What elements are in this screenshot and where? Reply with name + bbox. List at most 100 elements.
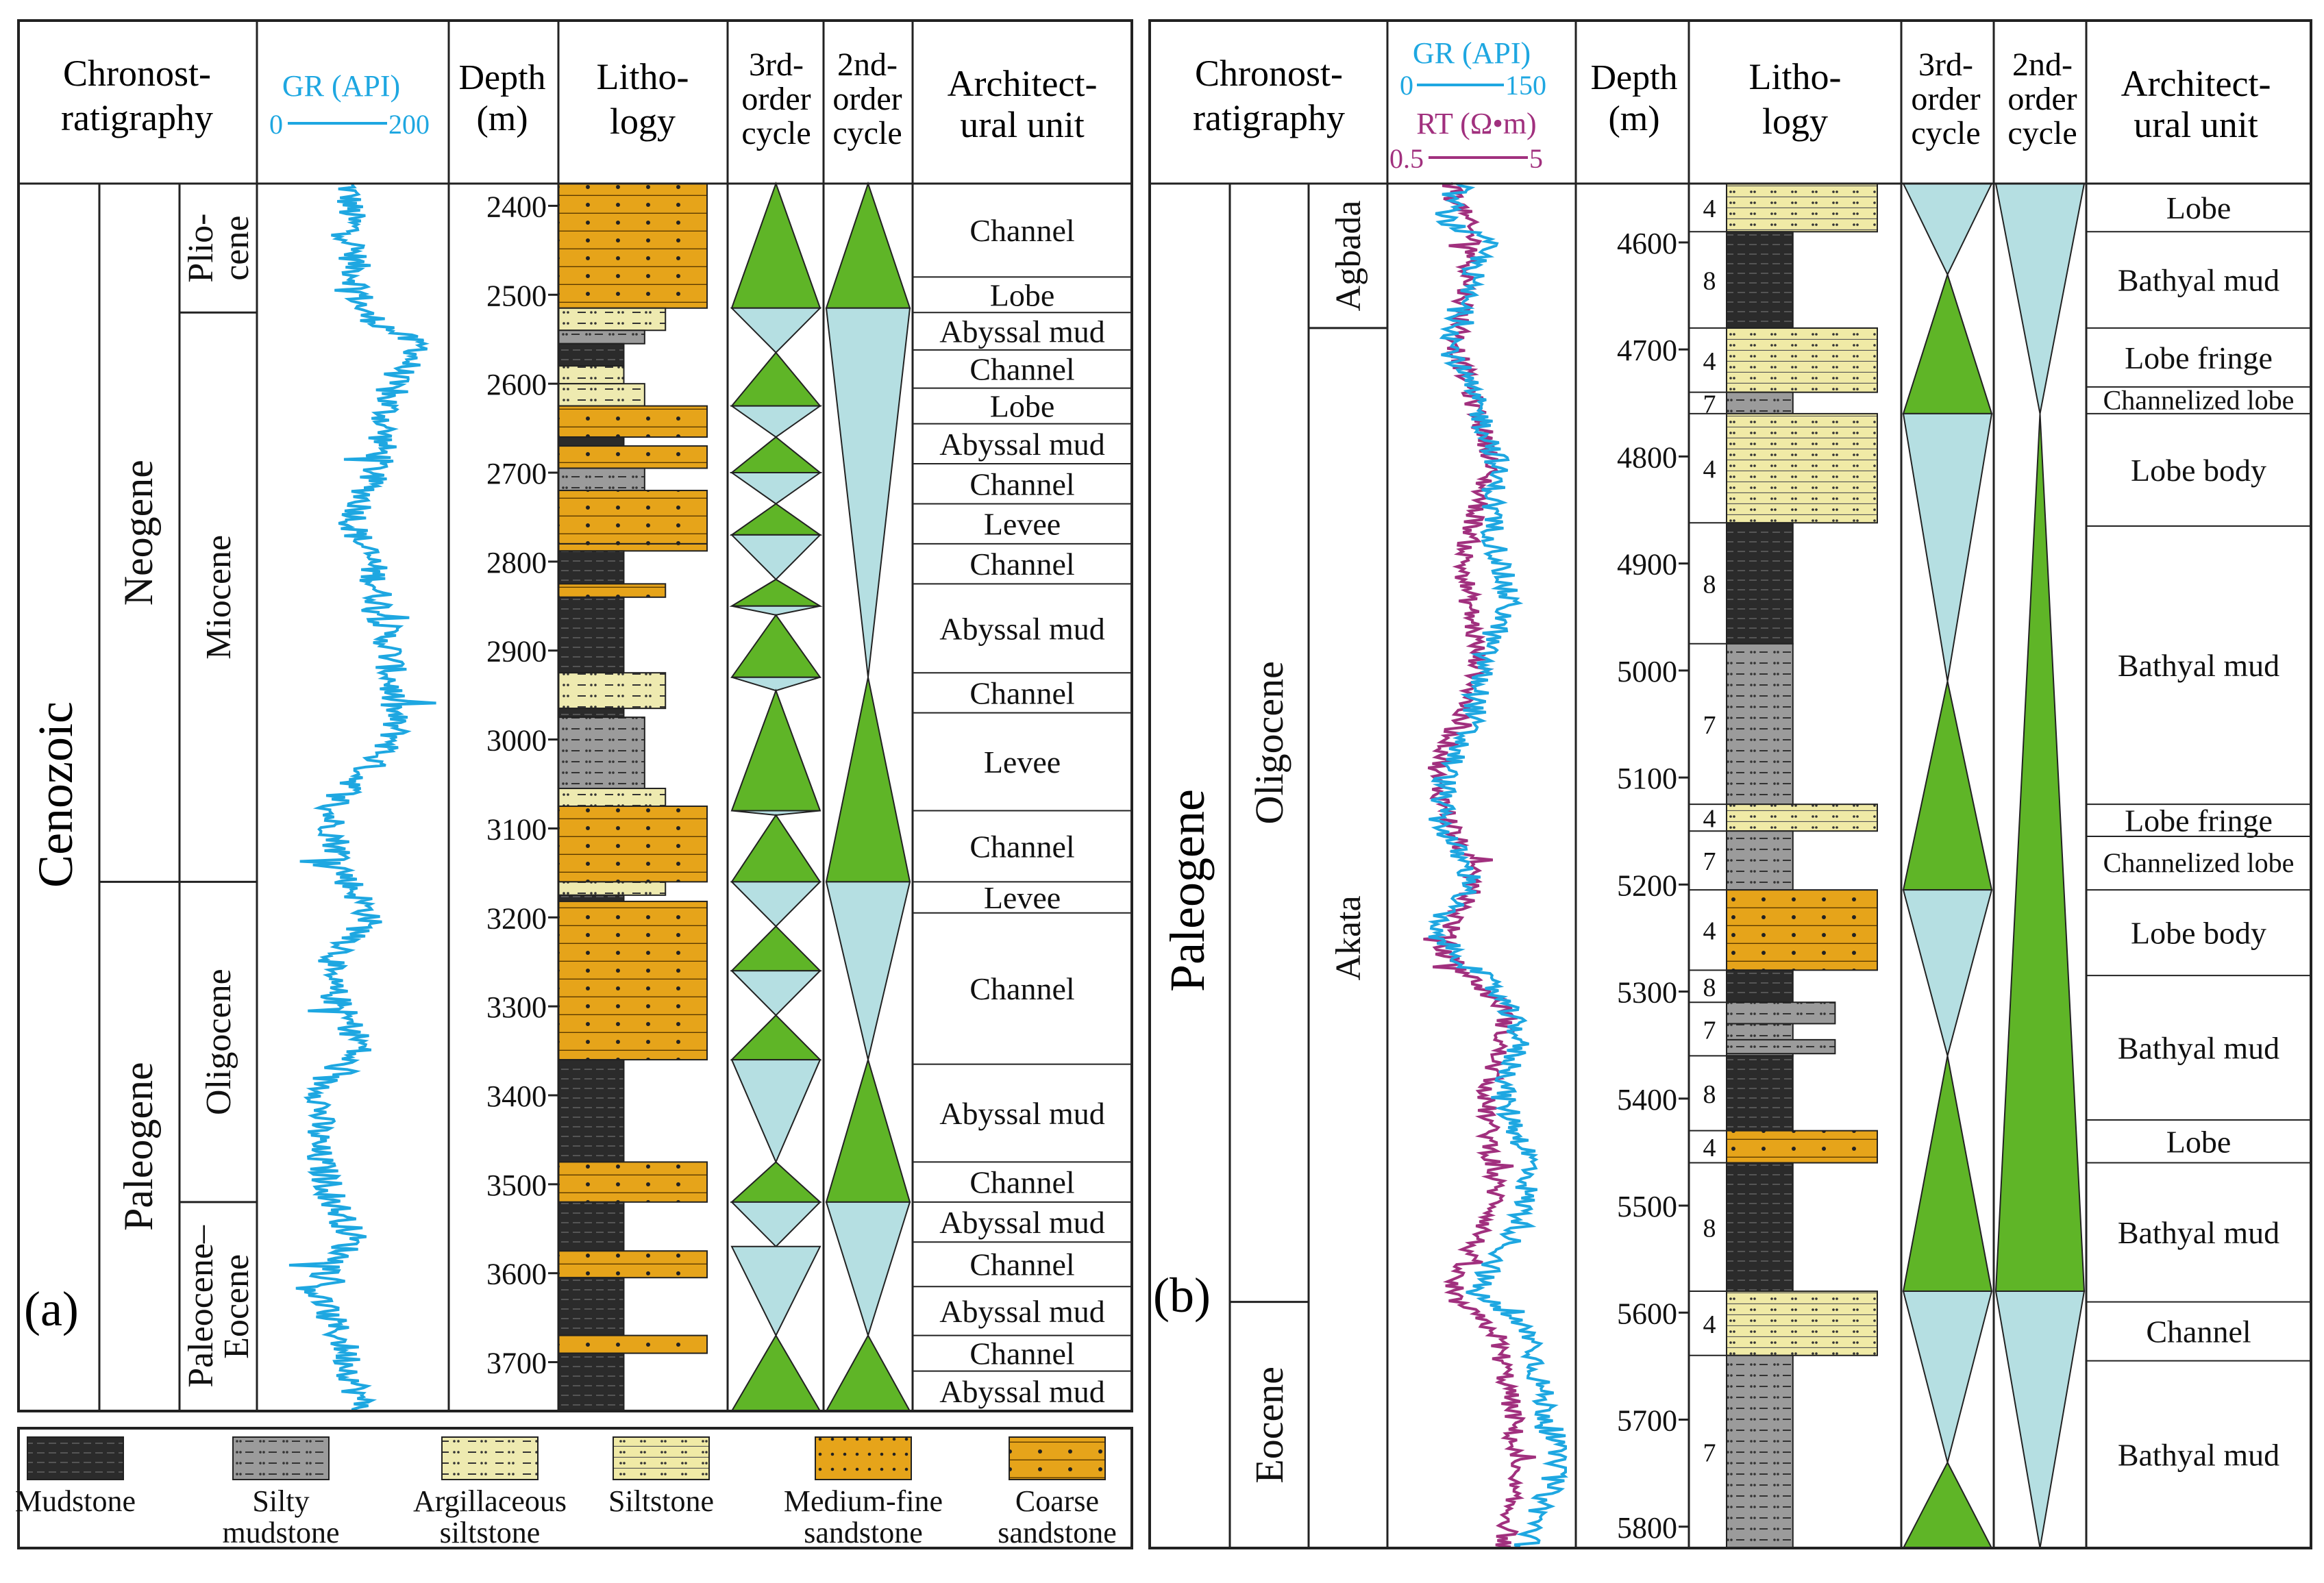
b-depth-label: 5700 — [1617, 1404, 1677, 1438]
b-unit-label: Lobe — [2166, 190, 2232, 225]
b-lith-header-2: logy — [1762, 101, 1828, 142]
b-depth-label: 4900 — [1617, 548, 1677, 582]
b-lith-bed — [1726, 522, 1794, 645]
a-epoch-label: Oligocene — [199, 969, 238, 1115]
a-cycle3-up-triangle — [730, 182, 821, 309]
b-lith-bed — [1726, 1354, 1794, 1549]
a-epoch-label: Miocene — [199, 535, 238, 660]
a-cycle3-up-triangle — [730, 351, 822, 407]
b-formation-label: Akata — [1329, 895, 1368, 980]
a-cycle3-down-triangle — [731, 810, 821, 816]
a-lith-bed — [558, 805, 708, 883]
b-lith-code: 8 — [1703, 1214, 1716, 1243]
a-cycle2-header-2: order — [832, 81, 902, 117]
b-cycle3-down-triangle — [1902, 183, 1993, 277]
a-chrono-header-1: Chronost- — [63, 53, 211, 94]
b-unit-label: Bathyal mud — [2118, 263, 2279, 298]
a-unit-label: Levee — [984, 507, 1061, 542]
b-unit-label: Channel — [2146, 1314, 2251, 1349]
a-depth-label: 3300 — [486, 990, 547, 1024]
legend-label: Argillaceous — [413, 1484, 567, 1518]
b-gr-max: 150 — [1505, 70, 1546, 101]
a-unit-label: Abyssal mud — [939, 1205, 1105, 1240]
panel-a: Chronost- ratigraphy GR (API) 0 200 Dept… — [17, 19, 1133, 1412]
legend-label: Medium-fine — [784, 1484, 943, 1518]
a-lith-bed — [558, 1352, 625, 1412]
b-depth-label: 5600 — [1617, 1297, 1677, 1330]
b-cycle2-down-triangle — [1994, 183, 2086, 414]
a-epoch-label: Paleocene– — [182, 1225, 221, 1388]
b-rt-max: 5 — [1529, 143, 1543, 174]
b-lith-bed — [1726, 969, 1794, 1004]
b-lith-bed — [1726, 231, 1794, 329]
b-depth-header-2: (m) — [1608, 99, 1659, 138]
b-lith-code: 4 — [1703, 1310, 1716, 1339]
b-second-order-cycles — [1994, 183, 2086, 1549]
b-cycle3-down-triangle — [1902, 1291, 1993, 1463]
b-cycle3-up-triangle — [1902, 681, 1993, 891]
a-unit-label: Channel — [969, 675, 1074, 710]
a-epochs: Plio-cene Miocene Oligocene Paleocene–Eocen… — [180, 214, 257, 1388]
legend-swatch-medium — [815, 1436, 912, 1480]
b-arch-header-2: ural unit — [2134, 104, 2258, 145]
a-unit-label: Abyssal mud — [939, 427, 1105, 462]
a-cycle3-down-triangle — [731, 605, 821, 616]
a-cycle3-up-triangle — [730, 925, 822, 972]
b-third-order-cycles — [1902, 183, 1993, 1549]
b-gr-curve — [1427, 182, 1568, 1549]
a-lith-bed — [558, 490, 708, 545]
a-lith-header-2: logy — [610, 101, 676, 142]
a-lith-bed — [558, 445, 708, 469]
a-unit-label: Abyssal mud — [939, 1374, 1105, 1409]
a-epoch-label: Eocene — [217, 1254, 256, 1359]
a-lith-bed — [558, 405, 708, 438]
b-cycle2-up-triangle — [1994, 413, 2086, 1293]
b-panel-label: (b) — [1153, 1268, 1211, 1323]
a-depth-label: 2500 — [486, 279, 547, 312]
b-gr-min: 0 — [1400, 70, 1413, 101]
b-lith-code: 4 — [1703, 347, 1716, 376]
a-depth-header-1: Depth — [458, 58, 545, 97]
b-gr-title: GR (API) — [1413, 36, 1531, 70]
b-lith-code: 4 — [1703, 195, 1716, 223]
b-formations: Agbada Akata — [1309, 201, 1387, 981]
b-unit-label: Lobe — [2166, 1124, 2232, 1159]
b-chrono-header-2: ratigraphy — [1193, 97, 1345, 138]
a-lith-bed — [558, 596, 625, 674]
b-cycle3-up-triangle — [1902, 1056, 1993, 1293]
a-unit-label: Channel — [969, 547, 1074, 582]
a-depth-label: 2800 — [486, 546, 547, 579]
a-unit-label: Abyssal mud — [939, 1294, 1105, 1329]
b-rt-min: 0.5 — [1389, 143, 1424, 174]
b-cycle3-header-2: order — [1911, 81, 1980, 117]
a-cycle3-up-triangle — [730, 614, 821, 678]
b-cycle2-header-1: 2nd- — [2012, 47, 2073, 83]
legend-label: Silty — [252, 1484, 309, 1518]
a-depth-label: 2700 — [486, 457, 547, 490]
b-cycle3-down-triangle — [1902, 412, 1993, 682]
a-unit-label: Channel — [969, 213, 1074, 248]
b-epoch-label: Eocene — [1247, 1367, 1291, 1484]
a-gr-max: 200 — [388, 109, 430, 140]
b-lith-thin-bed — [1726, 1038, 1836, 1055]
a-unit-label: Channel — [969, 1247, 1074, 1282]
a-cycle3-up-triangle — [730, 1014, 822, 1061]
b-lith-header-1: Litho- — [1749, 56, 1842, 97]
b-cycle3-header-3: cycle — [1911, 115, 1980, 151]
b-cycle3-up-triangle — [1902, 272, 1993, 414]
a-lith-bed — [558, 383, 645, 407]
a-lith-bed — [558, 716, 645, 790]
legend-label: sandstone — [804, 1516, 923, 1549]
b-cycle3-up-triangle — [1902, 1460, 1993, 1549]
a-second-order-cycles — [825, 181, 911, 1412]
a-unit-label: Channel — [969, 1165, 1074, 1200]
a-lith-bed — [558, 881, 667, 896]
a-cycle3-down-triangle — [730, 881, 822, 927]
b-unit-label: Lobe fringe — [2125, 340, 2273, 375]
a-cycle3-down-triangle — [730, 307, 822, 354]
b-depth-header-1: Depth — [1590, 58, 1677, 97]
a-unit-label: Channel — [969, 1336, 1074, 1371]
b-lith-code: 7 — [1703, 847, 1716, 876]
a-depth-label: 3200 — [486, 901, 547, 935]
